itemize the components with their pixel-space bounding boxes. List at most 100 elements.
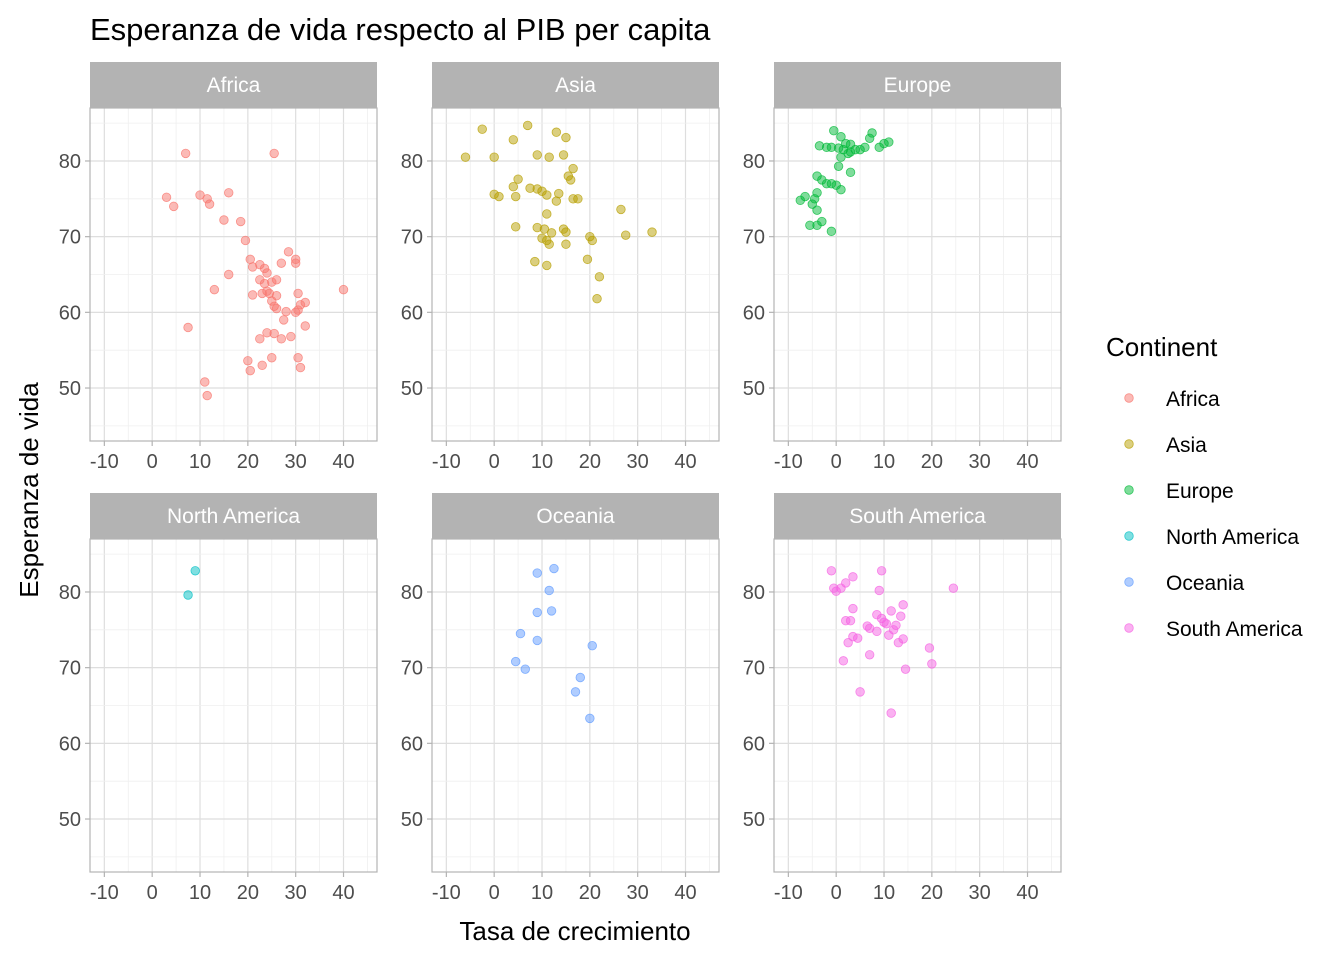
data-point xyxy=(300,297,310,308)
chart-title: Esperanza de vida respecto al PIB per ca… xyxy=(90,12,711,47)
x-tick-label: -10 xyxy=(432,882,461,904)
y-tick-label: 50 xyxy=(401,378,423,400)
data-point xyxy=(568,163,578,174)
y-tick-label: 80 xyxy=(743,582,765,604)
data-point xyxy=(795,195,806,206)
data-point xyxy=(295,362,306,373)
data-point xyxy=(927,659,937,669)
data-point xyxy=(542,209,552,219)
panel-europe: Europe -10 0 10 20 30 40 50 60 70 80 xyxy=(743,62,1062,473)
data-point xyxy=(826,226,837,237)
data-point xyxy=(829,126,839,136)
x-tick-label: 0 xyxy=(147,451,158,473)
x-tick-label: 0 xyxy=(489,882,500,904)
data-point xyxy=(616,204,626,215)
data-point xyxy=(884,137,894,147)
panel-border xyxy=(431,107,720,442)
data-point xyxy=(891,620,901,630)
legend-item-oceania: Oceania xyxy=(1124,572,1245,595)
x-tick-label: 40 xyxy=(1016,451,1038,473)
data-point xyxy=(513,174,523,184)
data-point xyxy=(245,365,255,376)
data-point xyxy=(924,643,935,653)
data-point xyxy=(271,303,282,314)
gridlines xyxy=(90,539,377,872)
x-tick-label: -10 xyxy=(774,451,803,473)
x-tick-label: -10 xyxy=(90,882,119,904)
data-point xyxy=(898,600,908,610)
y-tick-label: 70 xyxy=(743,658,765,680)
x-tick-label: 10 xyxy=(873,451,895,473)
data-point xyxy=(843,637,853,648)
data-point xyxy=(511,222,521,232)
y-tick-label: 70 xyxy=(743,227,765,249)
y-tick-label: 50 xyxy=(743,378,765,400)
x-tick-label: 10 xyxy=(189,882,211,904)
gridlines xyxy=(774,539,1061,872)
data-point xyxy=(300,321,310,331)
data-point xyxy=(836,152,846,162)
data-point xyxy=(489,152,499,162)
data-point xyxy=(293,288,303,299)
data-point xyxy=(183,590,193,600)
data-point xyxy=(575,672,585,683)
legend-key-north-america xyxy=(1124,531,1134,541)
data-point xyxy=(224,188,234,198)
data-point xyxy=(204,199,215,209)
legend-label-north-america: North America xyxy=(1166,526,1299,549)
data-point xyxy=(807,199,817,209)
data-point xyxy=(841,578,851,588)
y-tick-label: 80 xyxy=(743,151,765,173)
data-point xyxy=(202,390,212,401)
data-point xyxy=(532,150,542,160)
strip-south-america xyxy=(774,493,1061,539)
data-point xyxy=(542,260,552,271)
x-tick-label: 40 xyxy=(1016,882,1038,904)
legend-label-asia: Asia xyxy=(1166,434,1207,457)
data-point xyxy=(271,275,282,285)
data-point xyxy=(551,127,562,137)
y-tick-label: 60 xyxy=(743,733,765,755)
data-point xyxy=(530,256,540,267)
data-point xyxy=(515,628,526,639)
panel-border xyxy=(89,107,378,442)
x-tick-label: 30 xyxy=(969,451,991,473)
strip-label-south-america: South America xyxy=(849,505,986,528)
y-tick-label: 70 xyxy=(59,658,81,680)
y-axis-title: Esperanza de vida xyxy=(14,382,44,598)
data-point xyxy=(881,619,892,629)
strip-label-north-america: North America xyxy=(167,505,300,528)
points-europe xyxy=(795,126,894,237)
data-point xyxy=(283,247,294,257)
data-point xyxy=(209,284,220,295)
panel-border xyxy=(431,538,720,873)
data-point xyxy=(200,377,210,387)
data-point xyxy=(511,191,521,202)
legend-item-south-america: South America xyxy=(1124,618,1303,641)
data-point xyxy=(279,315,289,325)
data-point xyxy=(235,216,246,227)
data-point xyxy=(621,230,631,240)
data-point xyxy=(532,607,542,618)
data-point xyxy=(219,215,229,225)
x-tick-label: 40 xyxy=(674,882,696,904)
data-point xyxy=(281,306,291,317)
data-point xyxy=(508,135,519,145)
x-tick-label: 40 xyxy=(674,451,696,473)
data-point xyxy=(558,150,569,160)
data-point xyxy=(247,290,258,300)
data-point xyxy=(855,687,865,697)
facet-panels: Africa -10 0 10 20 30 40 50 60 70 80 Asia -10 0 10 20 30… xyxy=(59,62,1062,904)
data-point xyxy=(257,360,267,371)
data-point xyxy=(561,227,571,237)
data-point xyxy=(843,148,853,159)
legend-key-south-america xyxy=(1124,623,1134,633)
panel-border xyxy=(773,107,1062,442)
points-north-america xyxy=(183,566,200,600)
points-oceania xyxy=(511,563,597,724)
strip-label-asia: Asia xyxy=(555,74,596,97)
data-point xyxy=(848,603,858,614)
data-point xyxy=(522,120,533,131)
legend-label-south-america: South America xyxy=(1166,618,1303,641)
data-point xyxy=(587,235,597,246)
